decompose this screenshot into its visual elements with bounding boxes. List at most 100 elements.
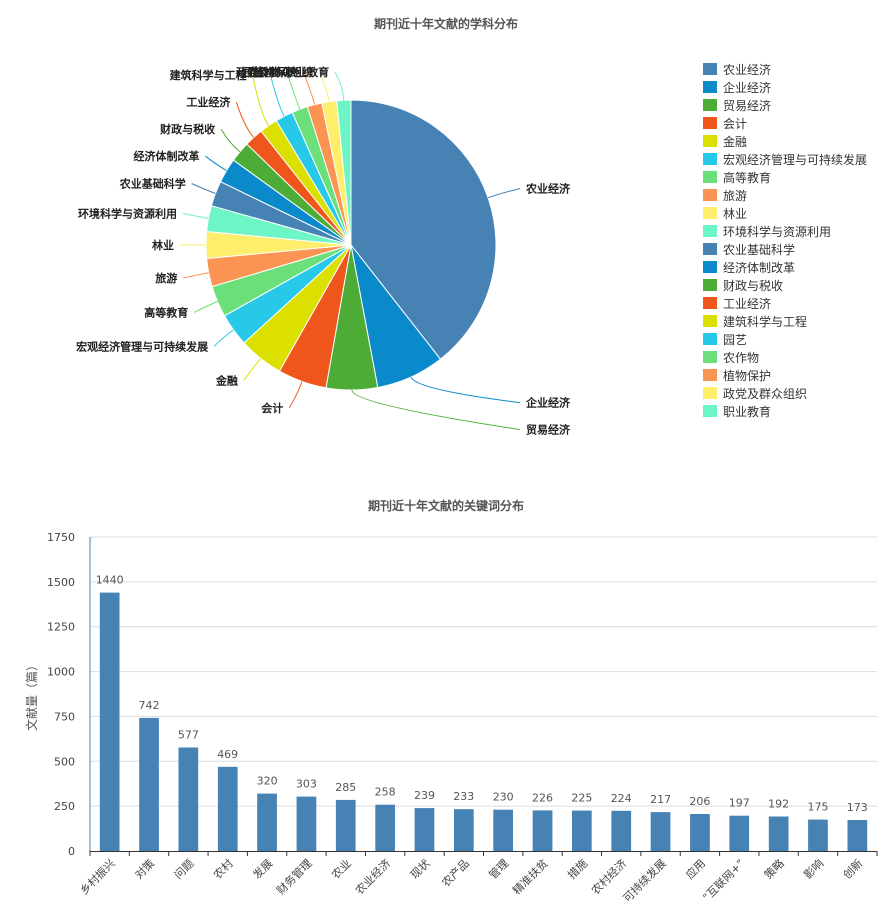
bar-value-label: 303 bbox=[296, 778, 317, 791]
x-tick-label: “互联网+” bbox=[700, 857, 747, 904]
legend-swatch bbox=[703, 81, 717, 93]
pie-leader-line bbox=[191, 183, 216, 194]
bar-value-label: 1440 bbox=[96, 574, 124, 587]
pie-leader-line bbox=[220, 128, 241, 153]
x-tick-label: 管理 bbox=[486, 856, 511, 881]
bar-value-label: 206 bbox=[689, 795, 710, 808]
x-tick-label: 对策 bbox=[132, 856, 157, 881]
bar[interactable] bbox=[375, 804, 395, 851]
pie-slice-label: 财政与税收 bbox=[159, 122, 215, 136]
pie-leader-line bbox=[318, 71, 330, 102]
pie-slice-label: 植物保护 bbox=[252, 65, 297, 79]
legend-item[interactable]: 植物保护 bbox=[723, 368, 771, 383]
pie-slice-label: 贸易经济 bbox=[526, 423, 571, 437]
legend-swatch bbox=[703, 135, 717, 147]
bar[interactable] bbox=[139, 717, 159, 851]
pie-slice-label: 企业经济 bbox=[525, 396, 571, 410]
bar[interactable] bbox=[257, 793, 277, 851]
x-tick-label: 措施 bbox=[565, 856, 590, 881]
bar[interactable] bbox=[532, 810, 553, 851]
legend-swatch bbox=[703, 171, 717, 183]
legend-item[interactable]: 农业基础科学 bbox=[723, 242, 795, 257]
legend-item[interactable]: 财政与税收 bbox=[723, 279, 783, 293]
legend-item[interactable]: 会计 bbox=[723, 117, 747, 131]
y-tick-label: 1000 bbox=[47, 666, 75, 679]
bar[interactable] bbox=[808, 819, 828, 851]
legend-item[interactable]: 贸易经济 bbox=[723, 98, 771, 113]
y-axis-label: 文献量（篇） bbox=[24, 659, 39, 731]
x-tick-label: 应用 bbox=[683, 856, 708, 881]
x-tick-label: 农村 bbox=[210, 856, 235, 881]
bar[interactable] bbox=[296, 796, 317, 851]
bar-value-label: 285 bbox=[335, 781, 356, 794]
bar[interactable] bbox=[690, 814, 710, 851]
bar[interactable] bbox=[493, 809, 513, 851]
legend-item[interactable]: 宏观经济管理与可持续发展 bbox=[723, 152, 867, 167]
bar-value-label: 469 bbox=[217, 748, 238, 761]
legend-item[interactable]: 林业 bbox=[723, 207, 747, 221]
legend-swatch bbox=[703, 405, 717, 417]
bar[interactable] bbox=[650, 812, 671, 851]
pie-leader-line bbox=[334, 71, 345, 101]
legend-item[interactable]: 政党及群众组织 bbox=[723, 386, 807, 401]
bar[interactable] bbox=[768, 816, 789, 852]
pie-slice-label: 工业经济 bbox=[186, 95, 231, 109]
pie-slice-label: 林业 bbox=[152, 238, 174, 252]
pie-slice-label: 旅游 bbox=[155, 271, 177, 285]
legend-item[interactable]: 建筑科学与工程 bbox=[723, 314, 807, 329]
bar[interactable] bbox=[847, 820, 868, 851]
x-tick-label: 问题 bbox=[172, 857, 197, 882]
legend-item[interactable]: 工业经济 bbox=[723, 296, 771, 311]
legend-item[interactable]: 高等教育 bbox=[723, 170, 771, 185]
legend-swatch bbox=[703, 297, 717, 309]
bar-value-label: 175 bbox=[808, 801, 829, 814]
legend-swatch bbox=[703, 243, 717, 255]
pie-leader-line bbox=[182, 212, 209, 219]
x-tick-label: 精准扶贫 bbox=[510, 856, 551, 897]
legend-item[interactable]: 环境科学与资源利用 bbox=[723, 224, 831, 239]
bar[interactable] bbox=[729, 815, 750, 851]
legend-swatch bbox=[703, 225, 717, 237]
bar-value-label: 217 bbox=[650, 793, 671, 806]
bar-chart-title: 期刊近十年文献的关键词分布 bbox=[368, 498, 524, 513]
pie-slice-label: 金融 bbox=[215, 373, 238, 387]
pie-slice[interactable] bbox=[350, 99, 497, 360]
legend-item[interactable]: 职业教育 bbox=[723, 404, 771, 419]
bar[interactable] bbox=[454, 809, 474, 851]
pie-leader-line bbox=[302, 71, 316, 105]
legend-swatch bbox=[703, 153, 717, 165]
bar[interactable] bbox=[217, 766, 238, 851]
bar-value-label: 192 bbox=[768, 798, 789, 811]
pie-leader-line bbox=[205, 155, 227, 172]
pie-leader-line bbox=[288, 381, 303, 409]
legend-swatch bbox=[703, 99, 717, 111]
y-tick-label: 0 bbox=[68, 845, 75, 858]
legend-item[interactable]: 农作物 bbox=[723, 351, 759, 365]
legend-item[interactable]: 旅游 bbox=[723, 189, 747, 203]
legend-item[interactable]: 园艺 bbox=[723, 333, 747, 347]
legend-swatch bbox=[703, 207, 717, 219]
pie-leader-line bbox=[235, 102, 255, 138]
x-tick-label: 发展 bbox=[250, 856, 275, 881]
legend-swatch bbox=[703, 315, 717, 327]
legend-item[interactable]: 农业经济 bbox=[723, 62, 771, 77]
legend-swatch bbox=[703, 261, 717, 273]
legend-item[interactable]: 金融 bbox=[723, 134, 747, 149]
legend-item[interactable]: 经济体制改革 bbox=[723, 260, 795, 275]
y-tick-label: 250 bbox=[54, 800, 75, 813]
pie-leader-line bbox=[269, 71, 285, 117]
bar-value-label: 197 bbox=[729, 797, 750, 810]
pie-leader-line bbox=[193, 301, 218, 313]
bar-value-label: 239 bbox=[414, 789, 435, 802]
bar[interactable] bbox=[335, 799, 356, 851]
bar[interactable] bbox=[572, 810, 592, 851]
bar[interactable] bbox=[414, 808, 435, 851]
legend-item[interactable]: 企业经济 bbox=[723, 80, 771, 95]
pie-slice-label: 农作物 bbox=[247, 65, 281, 79]
bar[interactable] bbox=[178, 747, 199, 852]
bar[interactable] bbox=[99, 592, 120, 851]
legend-swatch bbox=[703, 117, 717, 129]
y-tick-label: 1250 bbox=[47, 621, 75, 634]
bar[interactable] bbox=[611, 810, 632, 851]
